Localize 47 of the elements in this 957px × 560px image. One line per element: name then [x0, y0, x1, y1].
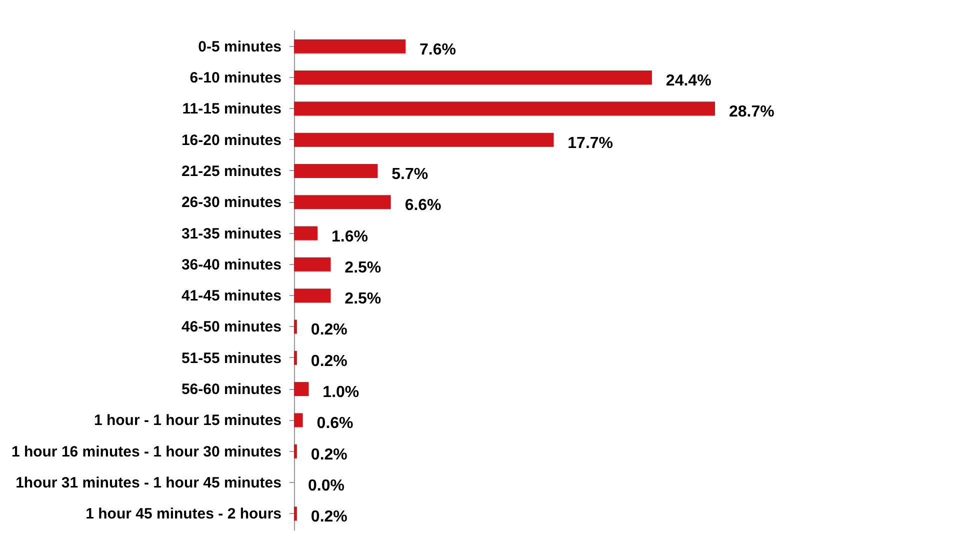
bar [294, 195, 391, 210]
bar [294, 506, 297, 521]
bar [294, 350, 297, 365]
y-tick-label: 1hour 31 minutes - 1 hour 45 minutes [16, 474, 282, 492]
bar [294, 132, 554, 147]
data-label: 0.0% [308, 477, 344, 494]
data-label: 0.2% [310, 322, 348, 339]
y-tick-label: 1 hour 45 minutes - 2 hours [86, 506, 282, 523]
y-tick-label: 21-25 minutes [181, 162, 282, 180]
y-tick-label: 1 hour - 1 hour 15 minutes [94, 412, 282, 430]
y-tick-label: 31-35 minutes [181, 225, 282, 242]
bar [294, 39, 406, 54]
data-label: 24.4% [666, 72, 712, 90]
y-tick-label: 16-20 minutes [181, 132, 282, 149]
data-label: 17.7% [568, 134, 614, 152]
y-tick-label: 51-55 minutes [181, 350, 282, 367]
data-label: 0.2% [310, 352, 348, 370]
bar [294, 102, 715, 116]
bar [294, 288, 331, 303]
data-label: 1.6% [331, 228, 368, 246]
data-label: 1.0% [322, 384, 360, 402]
y-tick-label: 6-10 minutes [190, 70, 282, 87]
bar [294, 382, 309, 396]
data-label: 2.5% [344, 290, 382, 308]
data-label: 5.7% [392, 166, 428, 183]
y-tick-label: 56-60 minutes [181, 381, 282, 398]
y-tick-label: 36-40 minutes [181, 256, 282, 274]
y-tick-label: 26-30 minutes [181, 194, 282, 212]
y-tick-label: 0-5 minutes [198, 38, 282, 56]
bar [294, 257, 331, 272]
data-label: 0.6% [316, 415, 354, 432]
y-tick-label: 1 hour 16 minutes - 1 hour 30 minutes [11, 443, 282, 460]
bar [294, 226, 318, 240]
bar [294, 444, 297, 458]
bar [294, 164, 378, 178]
data-label: 0.2% [310, 508, 348, 526]
y-tick-label: 46-50 minutes [181, 318, 282, 336]
data-label: 6.6% [404, 197, 442, 214]
data-label: 2.5% [344, 259, 382, 276]
bar [294, 70, 652, 85]
data-label: 7.6% [419, 41, 456, 58]
y-tick-label: 41-45 minutes [181, 288, 282, 305]
bar [294, 413, 303, 428]
data-label: 0.2% [310, 446, 348, 464]
bar [294, 320, 297, 334]
data-label: 28.7% [729, 104, 774, 121]
y-tick-label: 11-15 minutes [182, 100, 282, 118]
